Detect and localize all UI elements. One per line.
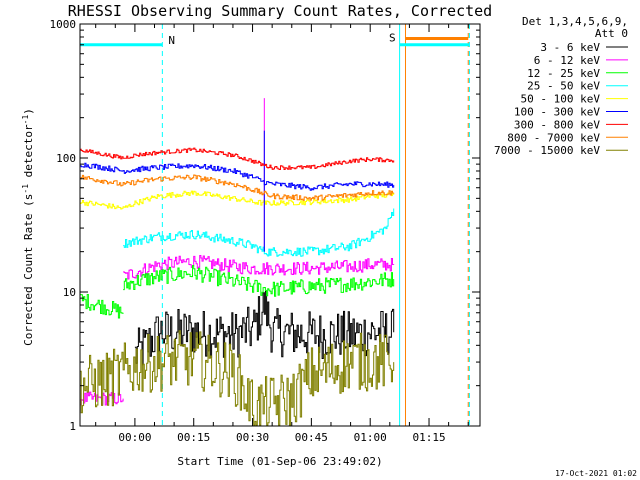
series-line-7-0 — [80, 174, 395, 201]
legend-label-0: 3 - 6 keV — [540, 41, 600, 54]
legend-label-4: 50 - 100 keV — [521, 93, 601, 106]
plot-frame — [79, 23, 481, 427]
x-tick-label-0: 00:00 — [118, 431, 151, 444]
y-axis-label-mid: detector — [22, 124, 35, 184]
y-tick-label-2: 100 — [56, 152, 76, 165]
y-axis-label-main: Corrected Count Rate (s — [22, 194, 35, 346]
saa-label: S — [389, 31, 396, 44]
legend-label-5: 100 - 300 keV — [514, 106, 600, 119]
y-tick-label-0: 1 — [69, 420, 76, 433]
legend-label-7: 800 - 7000 keV — [507, 131, 600, 144]
night-label: N — [168, 34, 175, 47]
y-axis-label-sup1: -1 — [21, 184, 30, 194]
legend-label-1: 6 - 12 keV — [534, 54, 601, 67]
x-tick-label-2: 00:30 — [236, 431, 269, 444]
series-line-6-0 — [80, 147, 395, 170]
series-line-3-0 — [123, 208, 395, 257]
series-line-4-0 — [80, 190, 395, 210]
axes: 00:00 00:15 00:30 00:45 01:00 01:15 1 10 100 1000 — [50, 18, 481, 444]
x-tick-label-4: 01:00 — [354, 431, 387, 444]
y-axis-label-sup2: -1 — [21, 115, 30, 125]
y-tick-label-3: 1000 — [50, 18, 77, 31]
x-tick-label-5: 01:15 — [412, 431, 445, 444]
y-axis-label-end: ) — [22, 108, 35, 115]
x-tick-label-3: 00:45 — [295, 431, 328, 444]
series-line-2-0 — [80, 294, 124, 319]
y-tick-label-1: 10 — [63, 286, 76, 299]
series-line-1-1 — [123, 255, 395, 280]
x-axis-label: Start Time (01-Sep-06 23:49:02) — [177, 455, 382, 468]
series-line-8-0 — [80, 330, 395, 426]
chart-title: RHESSI Observing Summary Count Rates, Co… — [68, 2, 492, 20]
x-tick-label-1: 00:15 — [177, 431, 210, 444]
legend-header-0: Det 1,3,4,5,6,9, — [522, 15, 628, 28]
y-axis-label: Corrected Count Rate (s-1 detector-1) — [21, 108, 35, 346]
legend-label-2: 12 - 25 keV — [527, 67, 600, 80]
legend-label-8: 7000 - 15000 keV — [494, 144, 600, 157]
legend-label-3: 25 - 50 keV — [527, 80, 600, 93]
legend-label-6: 300 - 800 keV — [514, 118, 600, 131]
series-line-0-1 — [134, 291, 395, 366]
series-line-5-0 — [80, 162, 395, 191]
timestamp-footer: 17-Oct-2021 01:02 — [555, 469, 637, 478]
series-line-2-1 — [123, 265, 395, 297]
legend-header-1: Att 0 — [595, 27, 628, 40]
